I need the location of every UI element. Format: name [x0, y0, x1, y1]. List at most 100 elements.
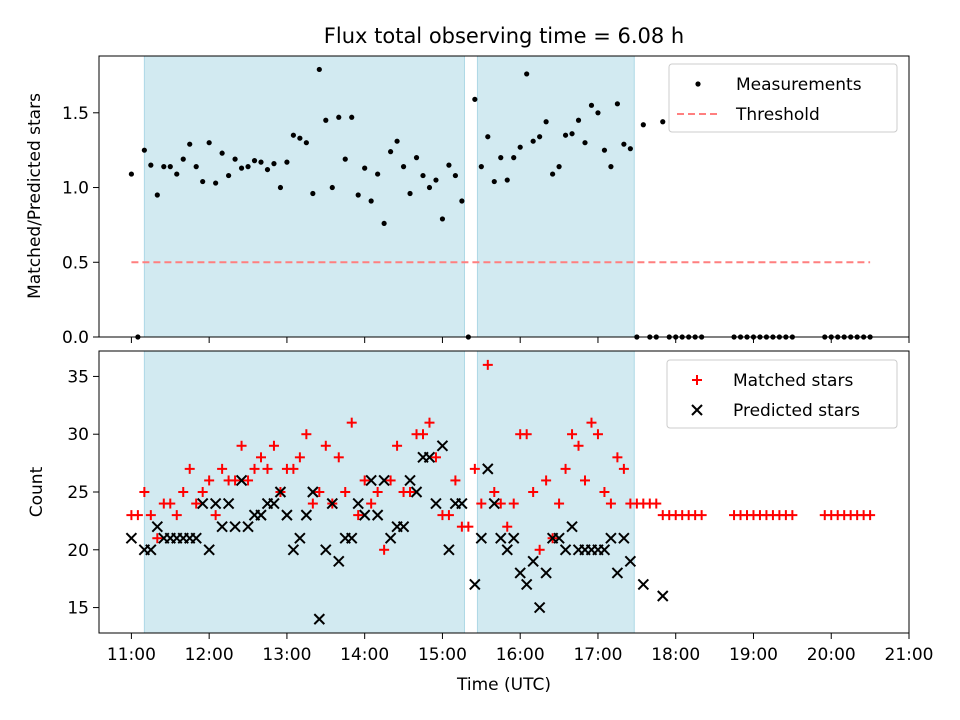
legend-label-matched: Matched stars: [733, 371, 853, 391]
top-y-ticks: 0.0 0.5 1.0 1.5: [62, 104, 99, 348]
predicted-star-point: [125, 532, 138, 544]
matched-star-point: [424, 417, 435, 428]
predicted-star-point-b: [559, 544, 572, 556]
bottom-y-ticks: 15 20 25 30 35: [67, 367, 99, 619]
predicted-star-point-b: [145, 544, 157, 556]
predicted-star-point-b: [423, 451, 436, 464]
predicted-star-point: [553, 532, 565, 544]
y-tick-label: 1.5: [62, 104, 89, 124]
predicted-star-point-b: [365, 474, 377, 487]
measurement-point: [556, 164, 562, 170]
measurement-point: [595, 110, 601, 116]
predicted-star-point-b: [430, 497, 442, 510]
matched-star-point: [262, 463, 273, 474]
measurement-point: [588, 102, 595, 108]
predicted-star-point: [436, 440, 449, 452]
predicted-star-point-b: [508, 532, 520, 544]
predicted-star-point-b: [410, 486, 423, 498]
predicted-star-point: [404, 474, 416, 487]
predicted-star-point: [320, 544, 332, 556]
predicted-star-point-b: [495, 532, 507, 544]
matched-star-point: [230, 475, 241, 486]
measurement-point: [439, 216, 446, 222]
predicted-star-point: [216, 520, 228, 533]
matched-star-point: [508, 498, 519, 509]
predicted-star-point: [430, 497, 442, 510]
matched-star-point: [243, 475, 254, 486]
measurement-point: [297, 135, 303, 141]
legend-marker-matched: [692, 375, 702, 385]
measurement-point: [601, 147, 608, 153]
measurement-point: [128, 171, 134, 177]
measurement-point: [238, 165, 245, 171]
matched-star-point: [178, 487, 189, 497]
measurement-point: [232, 156, 238, 162]
predicted-star-point: [229, 520, 241, 533]
predicted-star-point-b: [618, 532, 630, 544]
x-tick-label: 19:00: [729, 645, 778, 665]
predicted-star-point: [495, 532, 507, 544]
matched-star-point: [560, 463, 571, 474]
predicted-star-point: [559, 544, 572, 556]
measurement-point: [530, 138, 536, 144]
measurement-point: [426, 184, 433, 191]
matched-star-point: [696, 510, 707, 521]
chart-title: Flux total observing time = 6.08 h: [324, 24, 684, 48]
matched-star-point: [340, 487, 351, 497]
predicted-star-point: [268, 497, 280, 510]
matched-star-point: [346, 417, 357, 428]
predicted-star-point: [605, 532, 617, 544]
predicted-star-point-b: [255, 509, 267, 521]
matched-star-point: [463, 521, 474, 532]
predicted-star-point: [255, 509, 267, 521]
y-tick-label: 15: [67, 599, 89, 619]
matched-star-point: [139, 487, 150, 497]
matched-star-point: [217, 463, 228, 474]
matched-star-point: [359, 475, 370, 486]
predicted-star-point: [482, 463, 494, 475]
ratio-panel: 0.0 0.5 1.0 1.5 Matched/Predicted stars Mea…: [25, 55, 910, 348]
measurement-point: [362, 165, 368, 171]
matched-star-point: [197, 487, 208, 497]
predicted-star-point-b: [605, 532, 617, 544]
predicted-star-point: [397, 520, 410, 533]
predicted-star-point: [196, 497, 209, 510]
predicted-star-point: [281, 509, 293, 521]
measurement-point: [355, 192, 361, 198]
measurement-point: [524, 71, 530, 77]
measurement-point: [660, 119, 666, 125]
matched-star-point: [599, 487, 610, 497]
top-shaded-intervals: [143, 55, 635, 338]
matched-star-point: [534, 544, 545, 555]
measurement-point: [582, 140, 588, 146]
matched-star-point: [236, 440, 247, 451]
measurement-point: [167, 164, 173, 170]
x-tick-label: 15:00: [418, 645, 467, 665]
bottom-shaded-intervals: [143, 350, 635, 634]
matched-star-point: [618, 463, 629, 474]
predicted-star-point-b: [540, 567, 552, 579]
measurement-point: [504, 177, 510, 183]
matched-star-point: [152, 533, 163, 544]
measurement-point: [627, 146, 633, 152]
matched-star-point: [392, 440, 403, 451]
matched-star-point: [249, 463, 260, 474]
matched-star-point: [294, 452, 305, 463]
measurement-point: [284, 159, 290, 165]
matched-star-point: [379, 544, 390, 555]
predicted-star-point-b: [456, 497, 468, 510]
matched-star-point: [210, 510, 221, 521]
measurement-point: [290, 132, 296, 138]
predicted-star-point: [242, 520, 254, 533]
matched-star-point: [184, 463, 195, 474]
measurement-point: [491, 178, 497, 185]
predicted-star-point: [456, 497, 468, 510]
predicted-star-point: [508, 532, 520, 544]
measurement-point: [375, 171, 381, 177]
measurement-point: [394, 138, 400, 144]
matched-star-point: [204, 475, 215, 486]
measurement-point: [388, 149, 394, 155]
predicted-star-point-b: [203, 544, 215, 556]
predicted-star-point-b: [371, 509, 384, 521]
predicted-star-point: [358, 509, 371, 521]
